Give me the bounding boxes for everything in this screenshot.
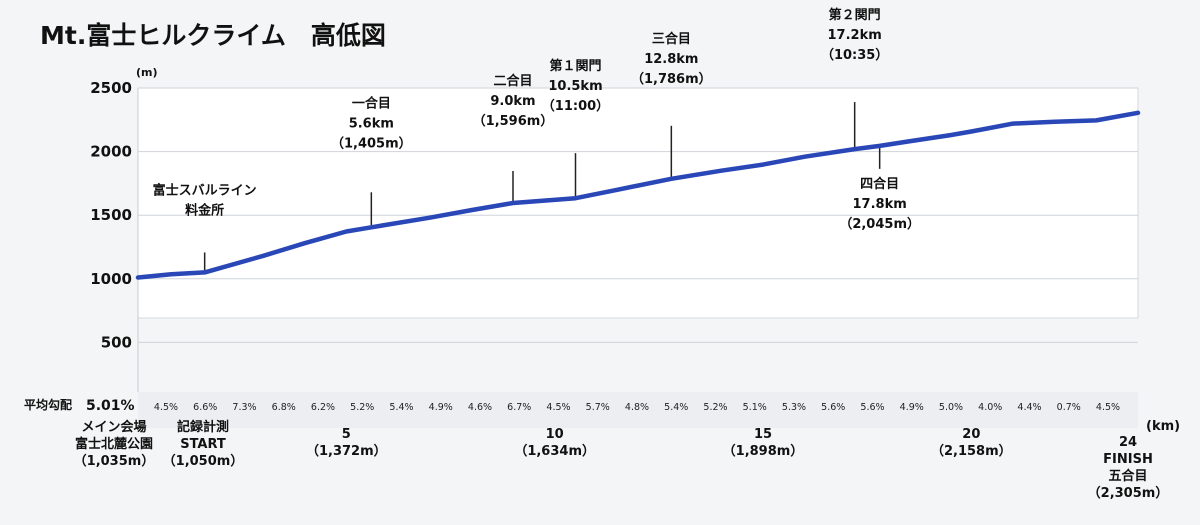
annotation-label-3: 第１関門 10.5km （11:00） xyxy=(542,58,609,114)
gradient-value-1: 6.6% xyxy=(193,402,217,413)
plot-area xyxy=(137,87,1139,428)
annotation-label-0: 富士スバルライン料金所 xyxy=(153,182,257,218)
y-tick-label-500: 500 xyxy=(101,333,132,351)
gradient-value-9: 6.7% xyxy=(507,402,531,413)
gradient-row-label: 平均勾配 xyxy=(24,397,72,412)
gradient-value-16: 5.3% xyxy=(782,402,806,413)
grid-lines xyxy=(138,87,1138,343)
gradient-value-22: 4.4% xyxy=(1017,402,1041,413)
gradient-value-17: 5.6% xyxy=(821,402,845,413)
y-tick-label-2000: 2000 xyxy=(90,143,132,161)
gradient-value-3: 6.8% xyxy=(272,402,296,413)
gradient-value-23: 0.7% xyxy=(1057,402,1081,413)
gradient-value-14: 5.2% xyxy=(703,402,727,413)
gradient-value-0: 4.5% xyxy=(154,402,178,413)
annotation-label-5: 第２関門 17.2km （10:35） xyxy=(821,7,888,63)
gradient-value-4: 6.2% xyxy=(311,402,335,413)
gradient-value-20: 5.0% xyxy=(939,402,963,413)
gradient-value-5: 5.2% xyxy=(350,402,374,413)
x-tick-label-6: 24 FINISH 五合目（2,305m） xyxy=(1088,435,1169,501)
elevation-line-series xyxy=(135,110,1141,280)
gradient-value-2: 7.3% xyxy=(232,402,256,413)
annotation-label-4: 三合目 12.8km （1,786m） xyxy=(631,31,712,87)
gradient-value-21: 4.0% xyxy=(978,402,1002,413)
annotations: 富士スバルライン料金所 一合目 5.6km （1,405m） 二合目 9.0km （1,59… xyxy=(153,7,920,232)
annotation-label-1: 一合目 5.6km （1,405m） xyxy=(331,95,412,151)
gradient-value-7: 4.9% xyxy=(429,402,453,413)
x-axis-ticks: メイン会場富士北麓公園（1,035m）記録計測 START （1,050m） 5 （1,… xyxy=(74,419,1169,501)
gradient-value-11: 5.7% xyxy=(586,402,610,413)
annotation-label-2: 二合目 9.0km （1,596m） xyxy=(473,73,554,129)
y-axis-ticks: 500 1000 1500 2000 2500 xyxy=(90,79,132,351)
annotation-leaders xyxy=(203,102,881,271)
x-tick-label-1: 記録計測 START （1,050m） xyxy=(163,419,244,469)
y-tick-label-1000: 1000 xyxy=(90,270,132,288)
gradient-value-19: 4.9% xyxy=(900,402,924,413)
x-tick-label-5: 20 （2,158m） xyxy=(931,427,1012,459)
gradient-value-24: 4.5% xyxy=(1096,402,1120,413)
gradient-band xyxy=(138,392,1138,428)
gradient-overall-value: 5.01% xyxy=(86,398,135,414)
gradient-value-15: 5.1% xyxy=(743,402,767,413)
chart-title: Mt.富士ヒルクライム 高低図 xyxy=(40,21,386,50)
y-tick-label-1500: 1500 xyxy=(90,206,132,224)
x-tick-label-0: メイン会場富士北麓公園（1,035m） xyxy=(74,419,155,469)
gradient-value-18: 5.6% xyxy=(860,402,884,413)
x-axis-unit: (km) xyxy=(1146,419,1180,434)
gradient-row: 平均勾配 5.01% 4.5% 6.6% 7.3% 6.8% 6.2% 5.2% 5.4% 4.9… xyxy=(24,397,1120,414)
y-tick-label-2500: 2500 xyxy=(90,79,132,97)
y-axis-unit: (m) xyxy=(136,66,158,79)
gradient-value-10: 4.5% xyxy=(546,402,570,413)
gradient-value-6: 5.4% xyxy=(389,402,413,413)
gradient-value-8: 4.6% xyxy=(468,402,492,413)
plot-background xyxy=(137,87,1139,319)
gradient-value-12: 4.8% xyxy=(625,402,649,413)
gradient-value-13: 5.4% xyxy=(664,402,688,413)
x-tick-label-2: 5 （1,372m） xyxy=(306,427,387,459)
annotation-label-6: 四合目 17.8km （2,045m） xyxy=(839,176,920,232)
x-tick-label-3: 10 （1,634m） xyxy=(514,427,595,459)
x-tick-label-4: 15 （1,898m） xyxy=(723,427,804,459)
